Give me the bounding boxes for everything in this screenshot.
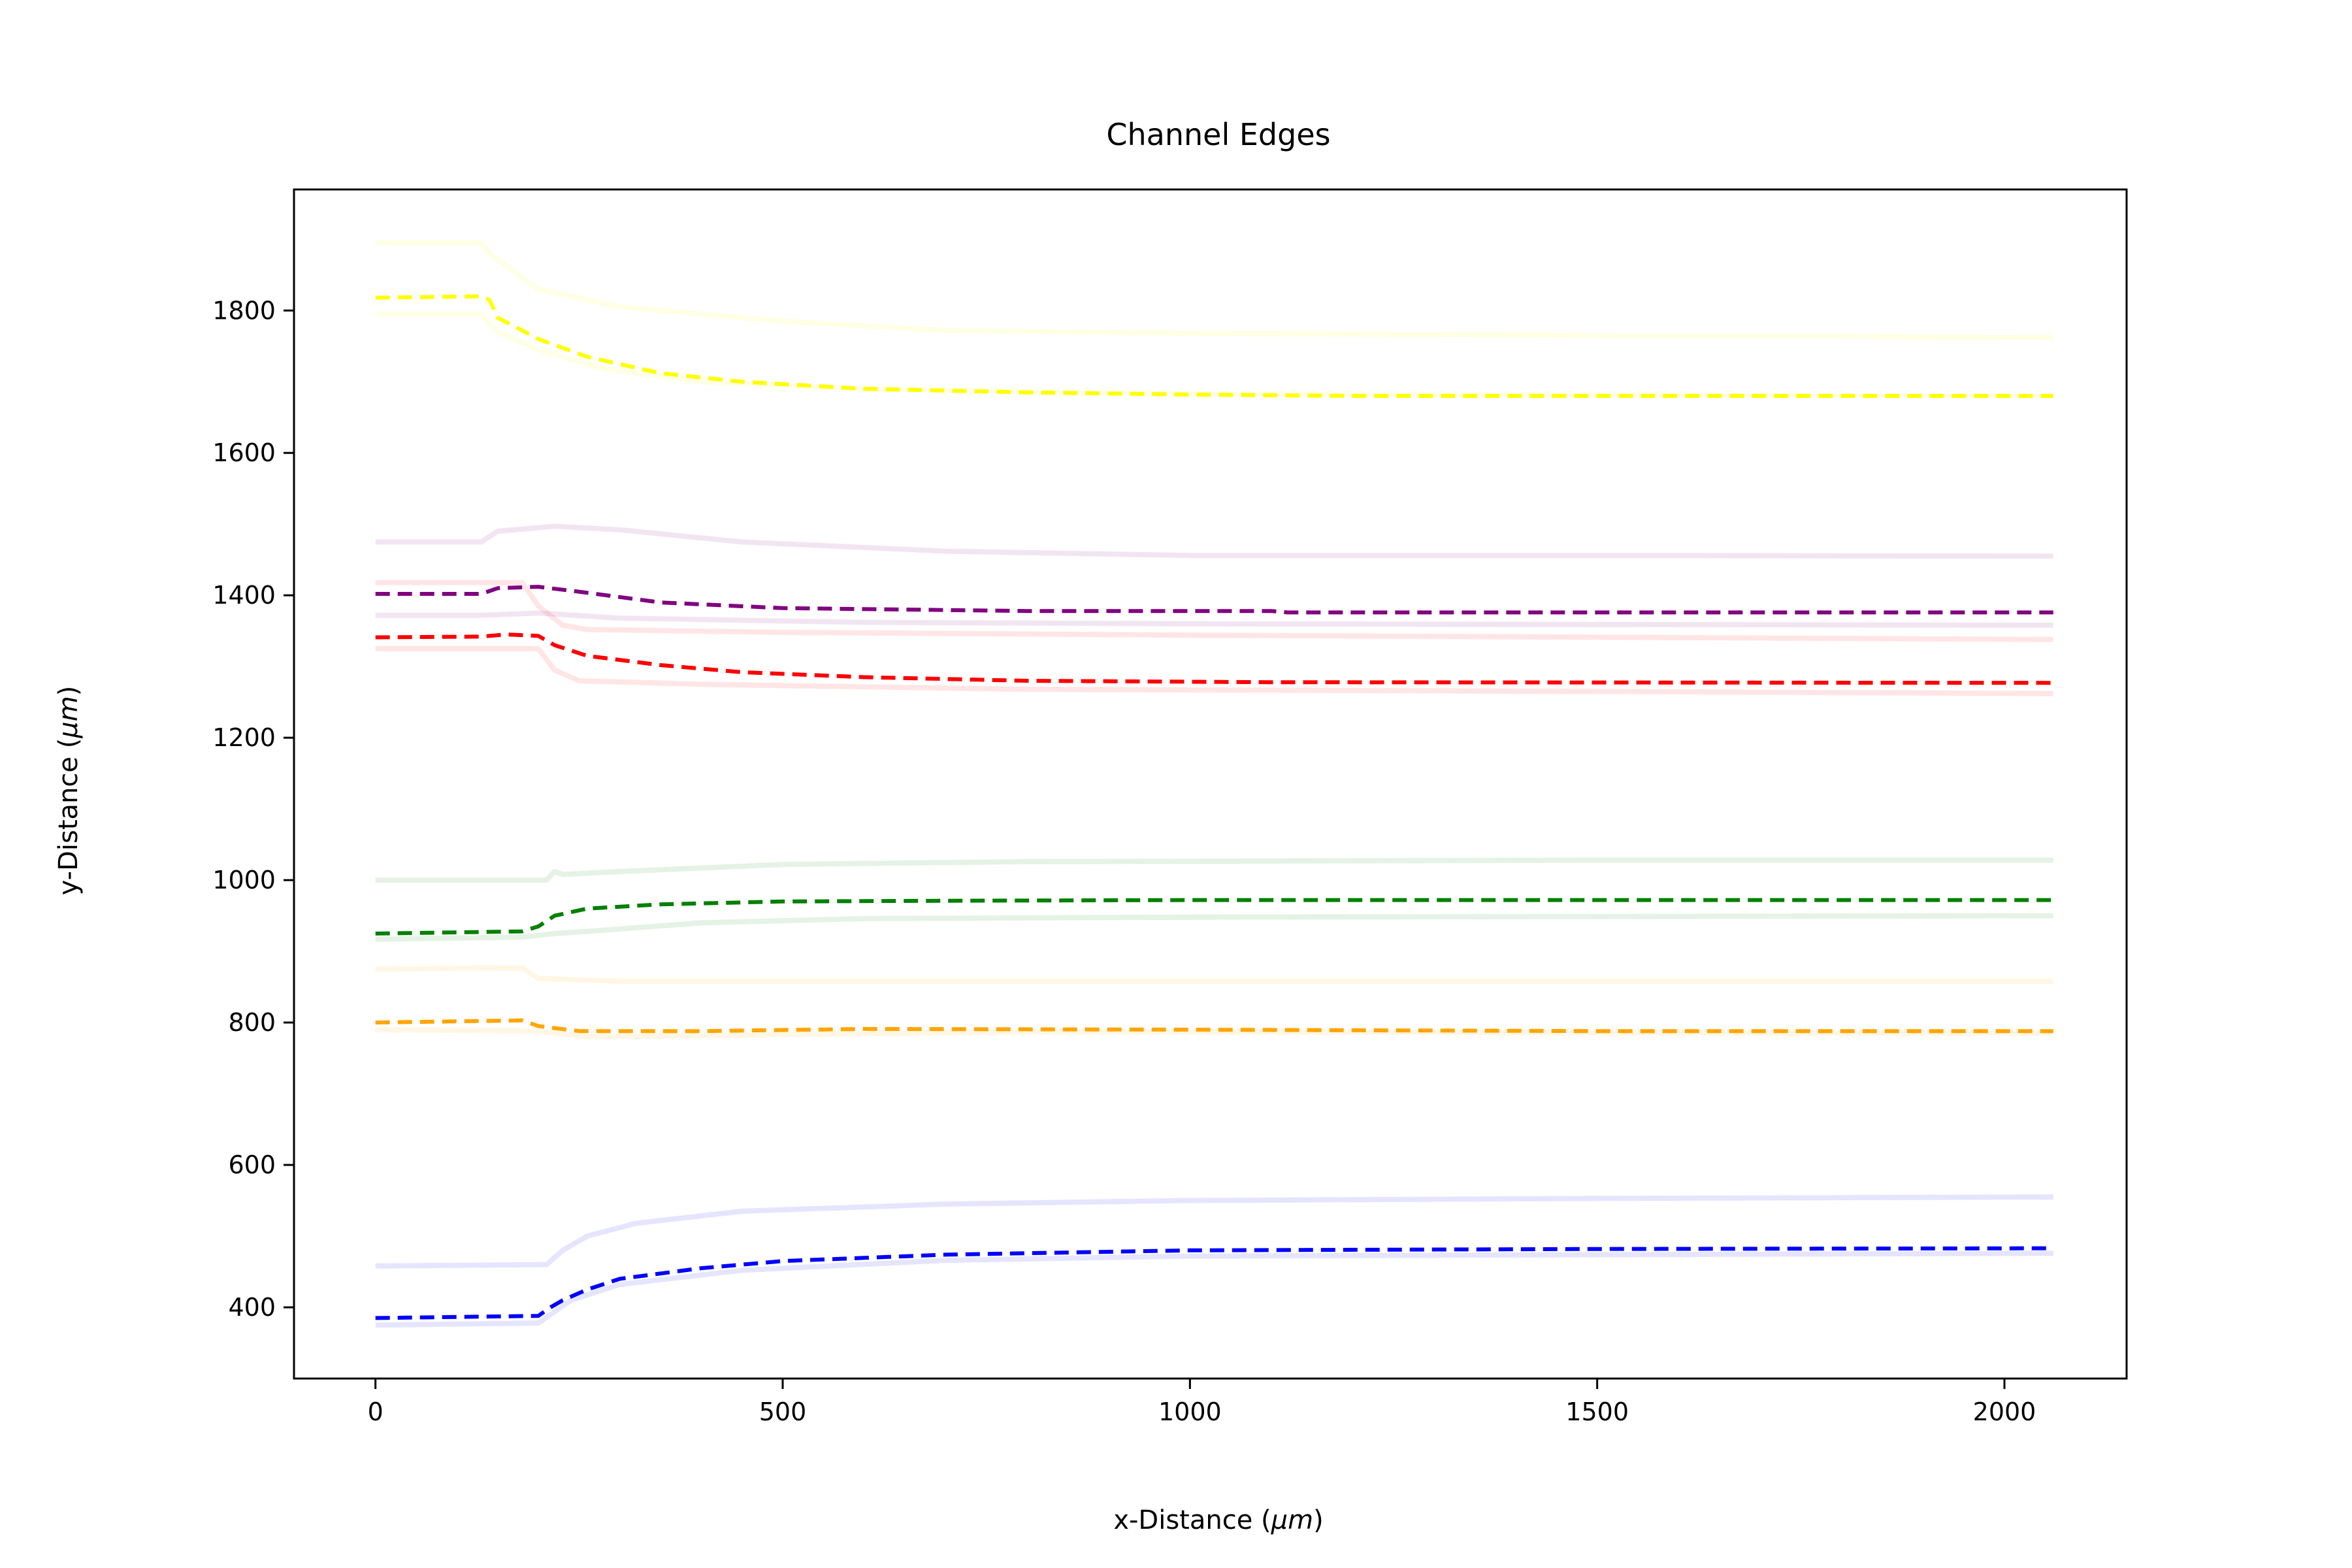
y-axis-label: y-Distance (μm) — [54, 686, 84, 896]
tick-layer: 0 500 1000 1500 2000 400 600 800 1000 1200 1400 160… — [212, 296, 2036, 1426]
y-axis-label-suffix: ) — [54, 686, 84, 696]
series-group — [375, 240, 2053, 399]
series-4-edge-lower — [375, 1027, 2053, 1039]
series-group — [375, 857, 2053, 942]
y-tick-label: 600 — [228, 1151, 276, 1179]
x-tick-label: 2000 — [1973, 1397, 2036, 1426]
series-2-edge-upper — [375, 580, 2053, 642]
x-tick-label: 1000 — [1158, 1397, 1222, 1426]
series-3-edge-upper — [375, 857, 2053, 883]
y-tick-label: 400 — [228, 1293, 276, 1322]
x-axis-label-unit: μm — [1271, 1505, 1313, 1535]
x-tick-label: 0 — [368, 1397, 384, 1426]
y-axis-label-prefix: y-Distance ( — [54, 738, 84, 896]
series-group — [375, 965, 2053, 1039]
series-5-edge-upper — [375, 1194, 2053, 1269]
x-tick-label: 1500 — [1565, 1397, 1629, 1426]
series-1-centerline — [375, 585, 2053, 615]
x-axis-label: x-Distance (μm) — [1113, 1505, 1323, 1535]
y-tick-label: 1800 — [212, 296, 276, 325]
series-layer — [375, 240, 2053, 1328]
series-group — [375, 580, 2053, 696]
series-0-centerline — [375, 294, 2053, 398]
series-1-edge-lower — [375, 610, 2053, 628]
y-tick-label: 1200 — [212, 723, 276, 752]
series-1-edge-upper — [375, 523, 2053, 559]
x-tick-label: 500 — [759, 1397, 807, 1426]
y-tick-label: 1000 — [212, 866, 276, 894]
series-0-edge-lower — [375, 311, 2053, 399]
series-5-centerline — [375, 1246, 2053, 1320]
series-0-edge-upper — [375, 240, 2053, 340]
series-group — [375, 1194, 2053, 1328]
x-axis-label-prefix: x-Distance ( — [1113, 1505, 1271, 1535]
series-5-edge-lower — [375, 1250, 2053, 1328]
series-2-centerline — [375, 632, 2053, 685]
y-axis-label-unit: μm — [54, 696, 84, 738]
y-tick-label: 1600 — [212, 438, 276, 467]
chart-title: Channel Edges — [1106, 117, 1330, 152]
y-tick-label: 800 — [228, 1008, 276, 1037]
y-tick-label: 1400 — [212, 581, 276, 610]
series-2-edge-lower — [375, 645, 2053, 696]
series-group — [375, 523, 2053, 628]
plot-frame — [293, 188, 2128, 1380]
series-3-centerline — [375, 898, 2053, 936]
x-axis-label-suffix: ) — [1313, 1505, 1324, 1535]
series-4-edge-upper — [375, 965, 2053, 984]
series-3-edge-lower — [375, 913, 2053, 942]
